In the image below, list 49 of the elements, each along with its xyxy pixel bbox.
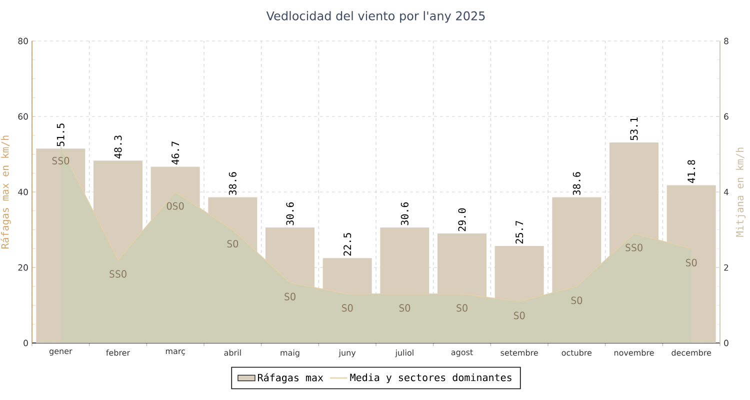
legend-label: Media y sectores dominantes	[350, 373, 512, 384]
x-tick-label: decembre	[672, 350, 712, 356]
y2-tick-label: 2	[724, 264, 728, 271]
legend-label: Ráfagas max	[258, 373, 324, 384]
data-label: OSO	[166, 202, 184, 210]
data-label: SO	[399, 304, 410, 312]
data-label: SO	[456, 304, 468, 312]
y2-axis-title: Mitjana en km/h	[736, 148, 746, 237]
x-tick-label: febrer	[106, 350, 130, 356]
x-tick-label: abril	[224, 350, 241, 356]
data-label: SSO	[626, 244, 642, 252]
chart-title: Vedlocidad del viento por l'any 2025	[266, 11, 485, 23]
data-label: SO	[514, 312, 525, 320]
data-label: 48.3	[114, 136, 122, 158]
y-tick-label: 0	[24, 340, 28, 346]
x-tick-label: juny	[338, 350, 356, 358]
data-label: SSO	[110, 270, 126, 278]
x-tick-label: maig	[280, 350, 300, 358]
y-tick-label: 40	[18, 188, 28, 196]
x-tick-label: setembre	[500, 350, 538, 356]
data-label: 38.6	[228, 172, 236, 195]
x-tick-label: agost	[451, 350, 473, 357]
data-label: 53.1	[630, 117, 638, 140]
x-tick-label: juliol	[395, 350, 414, 358]
data-label: 29.0	[458, 208, 466, 232]
data-label: 22.5	[344, 233, 352, 256]
data-label: 25.7	[516, 220, 524, 244]
y-tick-label: 20	[18, 264, 28, 271]
x-tick-label: març	[166, 350, 185, 356]
y-tick-label: 60	[18, 113, 28, 120]
data-label: 46.7	[172, 142, 180, 165]
data-label: SO	[227, 240, 238, 248]
data-label: SO	[571, 296, 582, 304]
y-tick-label: 80	[18, 38, 28, 44]
data-label: SO	[686, 258, 697, 266]
x-tick-label: novembre	[614, 350, 654, 356]
x-tick-label: gener	[49, 350, 72, 356]
y-axis-title: Ráfagas max en km/h	[0, 136, 11, 248]
data-label: 30.6	[400, 202, 408, 226]
y2-tick-label: 6	[724, 113, 728, 120]
data-label: 30.6	[286, 202, 294, 226]
data-label: 41.8	[688, 160, 696, 184]
y2-tick-label: 4	[724, 188, 728, 196]
data-label: 51.5	[56, 124, 64, 146]
data-label: SSO	[52, 156, 70, 164]
x-tick-label: octubre	[562, 350, 592, 356]
y2-tick-label: 8	[724, 38, 728, 44]
data-label: 38.6	[572, 172, 580, 195]
y2-tick-label: 0	[724, 340, 728, 346]
